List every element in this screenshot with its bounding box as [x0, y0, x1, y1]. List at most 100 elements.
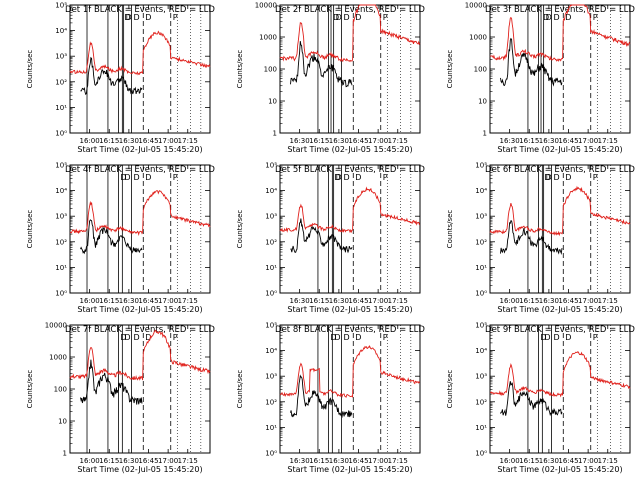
y-tick-label: 10² [55, 238, 67, 246]
x-tick-label: 16:30 [539, 457, 559, 465]
x-axis-label: Start Time (02-Jul-05 15:45:20) [287, 305, 412, 314]
y-tick-label: 10² [265, 398, 277, 406]
x-tick-label: 17:15 [598, 457, 618, 465]
series-lld-line [279, 345, 421, 399]
x-tick-label: 16:15 [309, 297, 329, 305]
series-lld-line [279, 4, 421, 63]
x-tick-label: 16:30 [329, 137, 349, 145]
flag-label: P [593, 13, 598, 22]
series-events-line [80, 56, 143, 96]
x-tick-label: 16:00 [500, 457, 520, 465]
series-lld-line [279, 186, 421, 234]
y-tick-label: 10⁵ [265, 322, 277, 330]
flag-label: P [383, 13, 388, 22]
y-tick-label: 10² [265, 238, 277, 246]
x-tick-label: 16:00 [80, 297, 100, 305]
x-tick-label: 16:30 [119, 457, 139, 465]
flag-label: D [553, 13, 559, 22]
x-tick-label: 16:15 [519, 297, 539, 305]
x-tick-label: 17:15 [598, 297, 618, 305]
y-tick-label: 1000 [49, 354, 67, 362]
flag-label: D [355, 333, 361, 342]
panel-title: Det 3f BLACK = Events, RED = LLD [485, 5, 635, 15]
plot-frame [489, 164, 631, 294]
panel-title: Det 4f BLACK = Events, RED = LLD [65, 165, 215, 175]
x-tick-label: 16:30 [290, 457, 310, 465]
flag-label: D [543, 13, 549, 22]
series-events-line [500, 381, 563, 417]
y-tick-label: 10⁰ [475, 450, 487, 458]
flag-label: D [343, 13, 349, 22]
x-tick-label: 16:15 [99, 297, 119, 305]
y-tick-label: 10 [58, 418, 67, 426]
y-tick-label: 10³ [55, 213, 67, 221]
plot-frame [69, 324, 211, 454]
x-tick-label: 16:15 [519, 457, 539, 465]
flag-label: P [173, 333, 178, 342]
x-tick-label: 17:00 [368, 457, 388, 465]
x-tick-label: 16:15 [309, 457, 329, 465]
y-tick-label: 10⁴ [265, 347, 277, 355]
panel-title: Det 5f BLACK = Events, RED = LLD [275, 165, 425, 175]
flag-label: D [133, 173, 139, 182]
flag-label: P [383, 333, 388, 342]
flag-label: D [565, 173, 571, 182]
y-tick-label: 10⁰ [55, 130, 67, 138]
x-tick-label: 17:00 [158, 457, 178, 465]
x-tick-label: 17:00 [578, 137, 598, 145]
x-tick-label: 16:15 [309, 137, 329, 145]
x-tick-label: 16:15 [99, 457, 119, 465]
y-tick-label: 10⁴ [475, 187, 487, 195]
x-tick-label: 17:00 [368, 137, 388, 145]
flag-label: D [334, 173, 340, 182]
plot-frame [489, 4, 631, 134]
series-events-line [80, 219, 143, 255]
y-tick-label: 10⁰ [265, 290, 277, 298]
x-tick-label: 16:45 [138, 137, 158, 145]
flag-label: D [133, 333, 139, 342]
flag-label: P [173, 173, 178, 182]
x-axis-label: Start Time (02-Jul-05 15:45:20) [77, 465, 202, 474]
x-axis-label: Start Time (02-Jul-05 15:45:20) [497, 305, 622, 314]
x-axis-label: Start Time (02-Jul-05 15:45:20) [77, 305, 202, 314]
flag-label: D [355, 173, 361, 182]
x-tick-label: 16:45 [348, 297, 368, 305]
y-tick-label: 10⁵ [55, 162, 67, 170]
x-tick-label: 17:15 [178, 137, 198, 145]
flag-label: D [120, 173, 126, 182]
y-tick-label: 1 [483, 130, 487, 138]
x-axis-label: Start Time (02-Jul-05 15:45:20) [287, 465, 412, 474]
y-tick-label: 1000 [259, 34, 277, 42]
flag-label: P [383, 173, 388, 182]
plot-frame [279, 324, 421, 454]
y-tick-label: 10³ [475, 373, 487, 381]
y-tick-label: 10 [268, 98, 277, 106]
plot-frame [279, 4, 421, 134]
y-tick-label: 10³ [55, 53, 67, 61]
series-events-line [500, 220, 563, 255]
flag-label: D [145, 173, 151, 182]
flag-label: D [355, 13, 361, 22]
x-tick-label: 16:30 [329, 297, 349, 305]
x-tick-label: 17:00 [158, 297, 178, 305]
y-tick-label: 10¹ [265, 424, 277, 432]
y-tick-label: 10² [475, 238, 487, 246]
x-tick-label: 17:15 [388, 137, 408, 145]
flag-label: D [124, 333, 130, 342]
x-tick-label: 16:45 [348, 457, 368, 465]
x-tick-label: 16:30 [119, 297, 139, 305]
y-tick-label: 10000 [45, 322, 67, 330]
flag-label: P [173, 13, 178, 22]
series-events-line [290, 41, 353, 88]
flag-label: D [546, 173, 552, 182]
y-tick-label: 10² [475, 398, 487, 406]
panel-title: Det 6f BLACK = Events, RED = LLD [485, 165, 635, 175]
y-tick-label: 1 [63, 450, 67, 458]
y-tick-label: 100 [474, 66, 487, 74]
y-axis-label: Counts/sec [236, 50, 244, 89]
y-tick-label: 1000 [469, 34, 487, 42]
flag-label: D [544, 333, 550, 342]
y-tick-label: 10⁵ [475, 322, 487, 330]
